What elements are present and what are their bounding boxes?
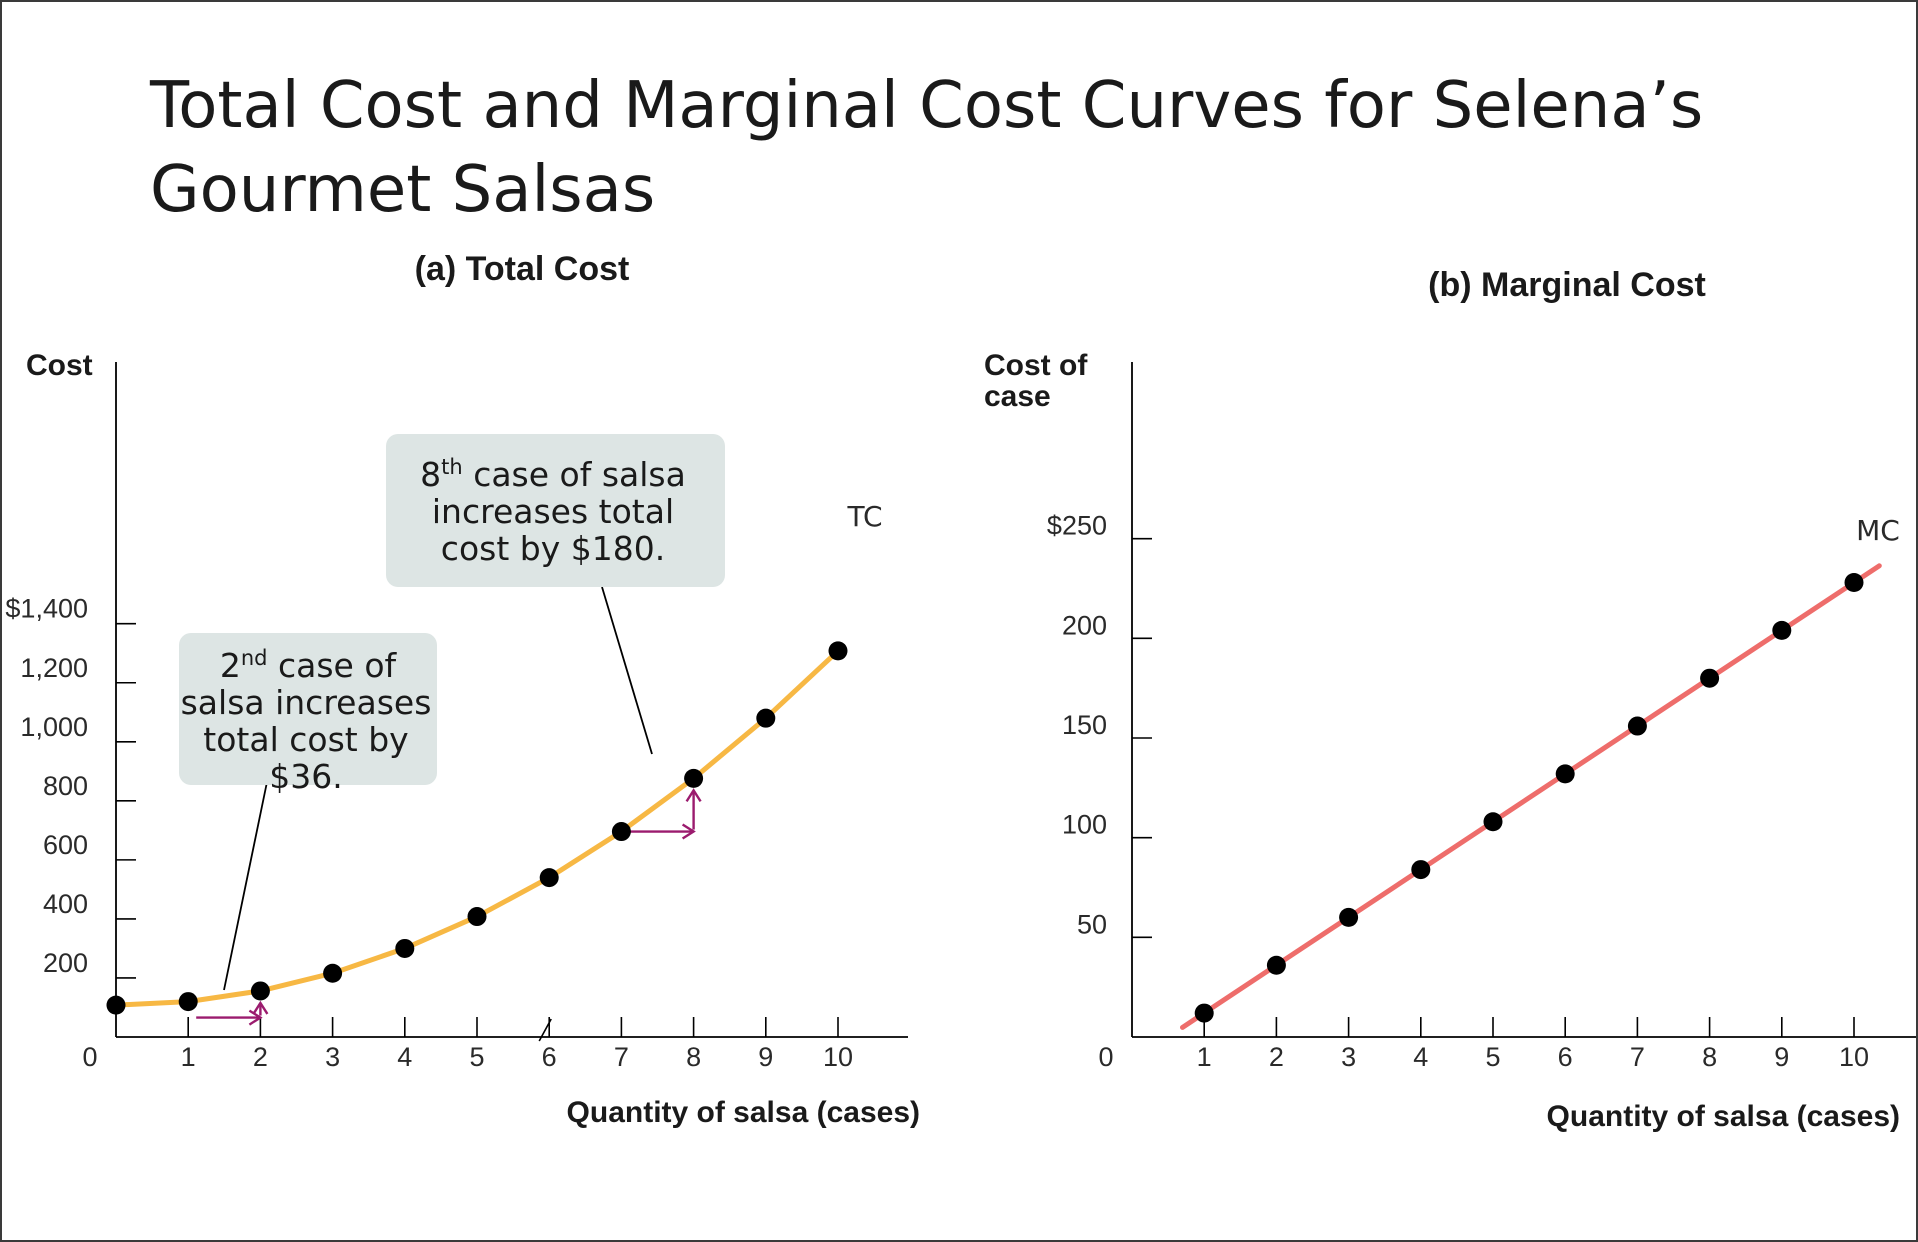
- y-tick-label: 1,000: [20, 712, 88, 742]
- total-cost-ticks: 0 1 2 3 4 5 6 7 8 9 10 $1,400 1,200 1,000 800 600 400 200: [5, 594, 853, 1072]
- page-title: Total Cost and Marginal Cost Curves for …: [150, 69, 1704, 227]
- x-tick-label: 9: [758, 1042, 773, 1072]
- y-tick-label: 600: [43, 830, 88, 860]
- x-tick-label: 5: [469, 1042, 484, 1072]
- x-tick-label: 10: [1839, 1042, 1869, 1072]
- callout-eighth-case-connector: [601, 586, 653, 755]
- y-tick-label: 200: [43, 948, 88, 978]
- tc-data-point: [395, 938, 415, 958]
- tc-data-point: [250, 981, 270, 1001]
- tc-data-point: [178, 992, 198, 1012]
- tc-data-point: [106, 995, 126, 1015]
- callout-second-case-line2: salsa increases: [181, 683, 432, 722]
- x-tick-label: 6: [1558, 1042, 1573, 1072]
- total-cost-callout-connectors: [223, 586, 653, 991]
- callout-second-case: 2nd case of salsa increases total cost b…: [179, 633, 437, 796]
- marginal-cost-y-axis-title-line1: Cost of: [984, 349, 1088, 382]
- x-tick-label: 3: [325, 1042, 340, 1072]
- y-tick-label: 100: [1062, 810, 1107, 840]
- mc-data-point: [1700, 668, 1720, 688]
- tc-curve-label: TC: [846, 500, 882, 533]
- x-tick-label: 0: [1098, 1042, 1113, 1072]
- marginal-cost-ticks: 0 1 2 3 4 5 6 7 8 9 10 $250 200 150 100 50: [1047, 511, 1869, 1072]
- mc-data-point: [1483, 812, 1503, 832]
- callout-eighth-case-box: [386, 434, 725, 587]
- x-tick-label: 7: [614, 1042, 629, 1072]
- mc-data-point: [1339, 907, 1359, 927]
- total-cost-chart: (a) Total Cost Cost Quantity of salsa (c…: [5, 250, 920, 1129]
- y-tick-label: $250: [1047, 511, 1107, 541]
- x-tick-label: 10: [823, 1042, 853, 1072]
- x-tick-label: 7: [1630, 1042, 1645, 1072]
- y-tick-label: 50: [1077, 909, 1107, 939]
- x-tick-label: 8: [686, 1042, 701, 1072]
- mc-data-point: [1844, 573, 1864, 593]
- tc-data-point: [611, 822, 631, 842]
- x-tick-label: 0: [82, 1042, 97, 1072]
- marginal-cost-x-axis-title: Quantity of salsa (cases): [1547, 1100, 1900, 1133]
- x-tick-label: 4: [397, 1042, 412, 1072]
- mc-curve: [1180, 563, 1882, 1030]
- mc-data-point: [1555, 764, 1575, 784]
- total-cost-change-arrows: [196, 788, 702, 1026]
- x-tick-label: 3: [1341, 1042, 1356, 1072]
- x-tick-label: 8: [1702, 1042, 1717, 1072]
- tc-data-point: [756, 708, 776, 728]
- total-cost-chart-title: (a) Total Cost: [415, 250, 630, 288]
- callout-eighth-case-line1: 8th case of salsa: [420, 455, 686, 494]
- marginal-cost-chart: (b) Marginal Cost Cost of case Quantity …: [984, 266, 1916, 1133]
- callout-eighth-case: 8th case of salsa increases total cost b…: [386, 434, 725, 587]
- change-arrow: [629, 788, 702, 840]
- change-arrow: [196, 1000, 269, 1026]
- tc-data-point: [828, 641, 848, 661]
- total-cost-x-axis-title: Quantity of salsa (cases): [567, 1096, 920, 1129]
- callout-second-case-line1: 2nd case of: [220, 646, 398, 685]
- callout-second-case-line4: $36.: [269, 757, 342, 796]
- y-tick-label: 800: [43, 771, 88, 801]
- y-tick-label: 400: [43, 889, 88, 919]
- mc-data-point: [1411, 860, 1431, 880]
- y-tick-label: 1,200: [20, 653, 88, 683]
- x-tick-label: 2: [1269, 1042, 1284, 1072]
- mc-points: [1194, 573, 1864, 1023]
- x-tick-label: 1: [181, 1042, 196, 1072]
- mc-data-point: [1194, 1003, 1214, 1023]
- callout-eighth-case-line2: increases total: [432, 492, 674, 531]
- tc-points: [106, 641, 848, 1015]
- callout-second-case-connector: [223, 781, 268, 991]
- tc-data-point: [323, 963, 343, 983]
- mc-data-point: [1772, 620, 1792, 640]
- x-tick-label: 1: [1197, 1042, 1212, 1072]
- callout-second-case-line3: total cost by: [203, 720, 408, 759]
- mc-data-point: [1627, 716, 1647, 736]
- callout-eighth-case-line3: cost by $180.: [441, 529, 665, 568]
- marginal-cost-y-axis-title-line2: case: [984, 380, 1051, 413]
- y-tick-label: 200: [1062, 610, 1107, 640]
- tc-data-point: [684, 768, 704, 788]
- x-tick-label: 2: [253, 1042, 268, 1072]
- total-cost-y-axis-title: Cost: [26, 349, 93, 382]
- x-tick-label: 6: [542, 1042, 557, 1072]
- y-tick-label: $1,400: [5, 594, 88, 624]
- x-tick-label: 5: [1485, 1042, 1500, 1072]
- mc-curve-label: MC: [1856, 514, 1900, 547]
- tc-data-point: [539, 868, 559, 888]
- x-tick-label: 4: [1413, 1042, 1428, 1072]
- mc-data-point: [1266, 955, 1286, 975]
- x-tick-label: 9: [1774, 1042, 1789, 1072]
- marginal-cost-chart-title: (b) Marginal Cost: [1428, 266, 1706, 304]
- callout-second-case-box: [179, 633, 437, 785]
- x-axis-break-mark: [538, 1018, 552, 1042]
- y-tick-label: 150: [1062, 710, 1107, 740]
- tc-data-point: [467, 907, 487, 927]
